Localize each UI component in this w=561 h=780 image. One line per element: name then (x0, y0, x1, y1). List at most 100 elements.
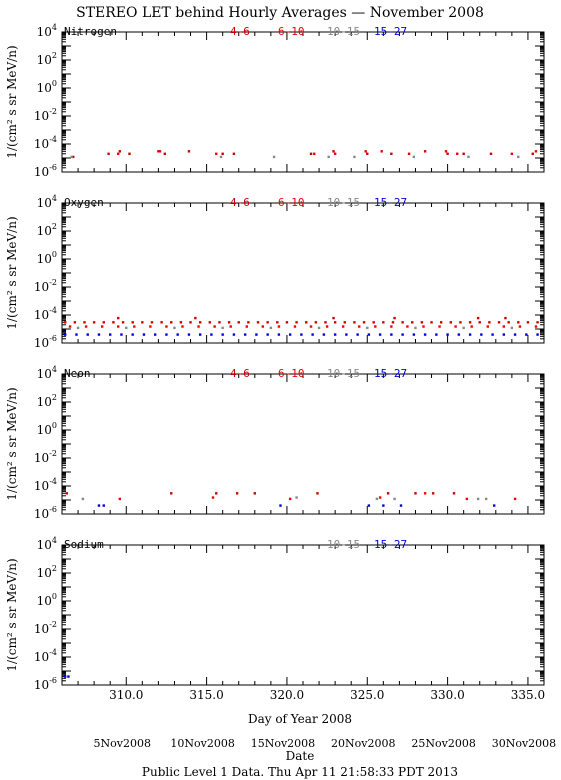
y-tick-label: 104 (37, 23, 57, 39)
y-tick-label: 10-4 (34, 306, 57, 322)
data-point (215, 152, 218, 155)
legend-entry: 4-6 (230, 196, 250, 209)
data-point (170, 492, 173, 495)
x-axis-label-day: Day of Year 2008 (248, 712, 352, 726)
data-point (341, 325, 345, 328)
legend-entry: 15-27 (374, 538, 407, 551)
y-tick-label: 104 (37, 194, 57, 210)
legend-entry: 4-6 (230, 367, 250, 380)
y-tick-label: 10-2 (34, 620, 57, 636)
data-point (219, 155, 223, 159)
y-tick-label: 102 (37, 564, 57, 580)
series-4-6 (65, 492, 456, 495)
data-point (102, 504, 105, 507)
data-point (221, 152, 224, 155)
data-point (356, 333, 359, 336)
data-point (221, 333, 224, 336)
data-point (456, 152, 459, 155)
plot-frame (61, 544, 545, 686)
series-15-27 (97, 504, 496, 507)
data-point (279, 504, 282, 507)
data-point (64, 333, 67, 336)
panel-nitrogen: 10-6 10-4 10-2 100 102 104 Nitrogen 4-6 6-10 10-1… (5, 23, 545, 179)
data-point (390, 152, 393, 155)
data-point (364, 150, 367, 153)
data-point (438, 325, 441, 328)
data-point (125, 326, 128, 330)
data-point (86, 333, 89, 336)
y-tick-label: 10-4 (34, 477, 57, 493)
data-point (187, 150, 191, 153)
data-point (247, 321, 250, 324)
y-tick-label: 104 (37, 365, 57, 381)
data-point (497, 321, 501, 324)
y-tick-label: 102 (37, 51, 57, 67)
series-10-15 (70, 155, 520, 159)
data-point (430, 321, 433, 324)
data-point (513, 333, 517, 336)
data-point (332, 316, 335, 320)
y-tick-label: 10-4 (34, 648, 57, 664)
data-point (128, 152, 131, 155)
data-point (117, 152, 120, 155)
series-10-15 (81, 496, 488, 501)
chart-title: STEREO LET behind Hourly Averages — Nove… (76, 5, 484, 21)
data-point (452, 492, 456, 495)
data-point (476, 316, 480, 320)
data-point (459, 321, 462, 324)
data-point (468, 333, 472, 336)
y-axis-label: 1/(cm² s sr MeV/n) (5, 216, 19, 329)
data-point (197, 325, 200, 328)
series-6-10 (118, 492, 517, 501)
y-tick-label: 100 (37, 250, 57, 266)
data-point (488, 321, 491, 324)
data-point (412, 155, 416, 159)
data-point (454, 325, 457, 328)
data-point (76, 326, 80, 330)
plot-frame (61, 202, 545, 344)
data-point (439, 321, 443, 324)
plot-frame (61, 373, 545, 515)
data-point (489, 152, 493, 155)
data-point (362, 321, 366, 324)
data-point (313, 152, 316, 155)
data-point (141, 321, 144, 324)
data-point (507, 321, 510, 324)
data-point (73, 321, 77, 324)
data-point (468, 321, 472, 324)
data-point (295, 496, 298, 499)
data-point (478, 321, 481, 324)
y-tick-label: 10-2 (34, 107, 57, 123)
data-point (65, 492, 69, 495)
data-point (476, 497, 480, 501)
data-point (72, 155, 75, 159)
data-point (150, 321, 154, 324)
date-tick-label: 15Nov2008 (251, 737, 315, 750)
data-point (536, 321, 539, 324)
data-point (407, 152, 411, 155)
data-point (311, 333, 314, 336)
date-tick-label: 5Nov2008 (94, 737, 151, 750)
data-point (517, 321, 520, 324)
data-point (229, 325, 232, 328)
data-point (314, 321, 318, 324)
y-tick-label: 10-2 (34, 449, 57, 465)
y-tick-label: 100 (37, 592, 57, 608)
data-point (153, 333, 157, 336)
x-axis-label-date: Date (286, 749, 315, 763)
data-point (237, 321, 240, 324)
data-point (423, 333, 427, 336)
data-point (525, 333, 528, 336)
panel-element-label: Sodium (64, 538, 104, 551)
date-tick-label: 20Nov2008 (331, 737, 395, 750)
y-tick-label: 102 (37, 393, 57, 409)
data-point (84, 325, 88, 328)
y-tick-label: 10-6 (34, 676, 57, 692)
data-point (510, 326, 514, 330)
series-10-15 (76, 326, 514, 330)
data-point (366, 326, 369, 330)
data-point (449, 321, 453, 324)
data-point (256, 321, 260, 324)
data-point (305, 321, 308, 324)
data-point (375, 497, 379, 501)
